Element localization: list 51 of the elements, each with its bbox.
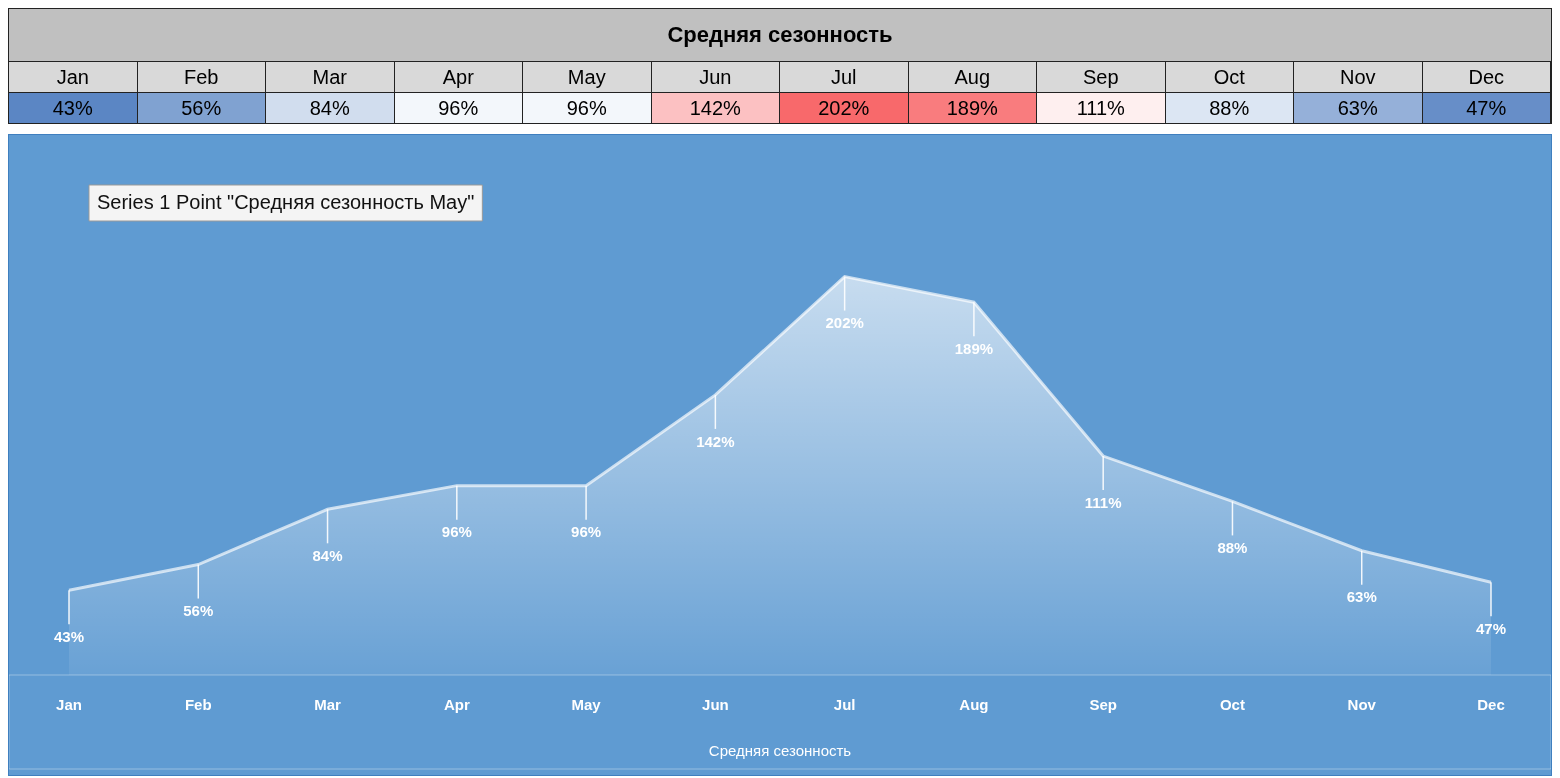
data-label: 142% [651,93,780,123]
x-tick-label: Nov [1347,696,1377,714]
category-label: Sep [1082,66,1119,88]
category-label: Aug [954,66,991,88]
text: Series 1 Point "Средняя сезонность May" [97,190,475,213]
x-tick-label: Aug [959,696,989,714]
text: 63% [1346,588,1377,606]
category-label: Jul [830,66,857,88]
text: 202% [825,314,864,332]
x-axis-title: Средняя сезонность [708,742,852,760]
text: 142% [696,432,735,450]
x-tick-label: Jul [833,696,856,714]
data-label: 47% [1422,93,1551,123]
x-tick-label: Jun [702,696,729,714]
data-label: 63% [1294,93,1423,123]
data-label: 43% [9,93,138,123]
x-tick-label: Feb [184,696,212,714]
data-label: 189% [908,93,1037,123]
text: 88% [1217,539,1248,557]
category-label: Mar [312,66,347,88]
data-label: 96% [394,93,523,123]
category-label: Dec [1468,66,1505,88]
text: 111% [1084,493,1122,511]
text: 47% [1475,619,1507,637]
text: 84% [312,546,343,564]
category-label: Feb [184,66,219,88]
category-label: Jun [699,66,732,88]
category-label: Oct [1213,66,1245,88]
text: 189% [954,339,994,357]
x-tick-label: Sep [1089,696,1117,714]
text: 96% [441,523,472,541]
text: 96% [571,523,602,541]
category-label: Jan [56,66,89,88]
text: 43% [53,627,85,645]
x-tick-label: Mar [314,696,342,714]
data-label: 202% [780,93,909,123]
data-label: 96% [523,93,652,123]
data-label: 111% [1037,93,1166,123]
x-tick-label: Dec [1477,696,1505,714]
category-label: May [567,66,606,88]
x-tick-label: Jan [56,696,82,714]
text: 56% [183,602,214,620]
chart-title: Средняя сезонность [9,9,1551,62]
category-label: Nov [1339,66,1376,88]
data-label: 88% [1165,93,1294,123]
x-tick-label: Oct [1219,696,1245,714]
data-label: 84% [266,93,395,123]
category-label: Apr [442,66,474,88]
x-tick-label: May [571,696,602,714]
x-tick-label: Apr [443,696,470,714]
data-label: 56% [137,93,266,123]
